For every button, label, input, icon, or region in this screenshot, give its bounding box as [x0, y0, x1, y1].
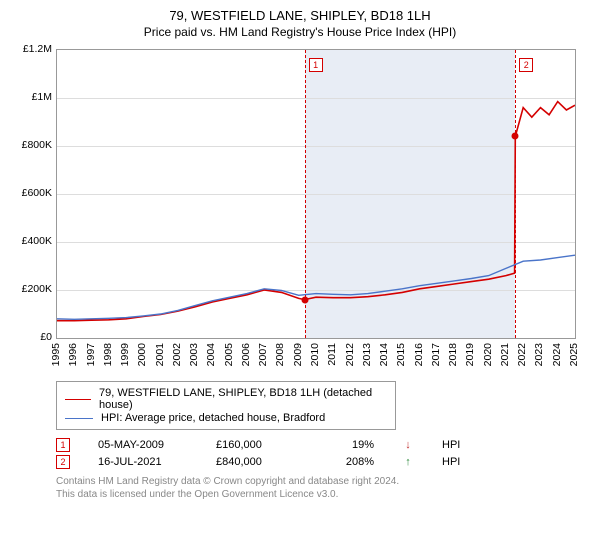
- x-tick-label: 2012: [344, 343, 356, 366]
- x-tick-label: 2020: [482, 343, 494, 366]
- sale-price: £160,000: [216, 439, 296, 451]
- x-tick-label: 2011: [326, 343, 338, 366]
- sale-row: 2 16-JUL-2021 £840,000 208% ↑ HPI: [56, 455, 586, 469]
- x-tick-label: 1999: [119, 343, 131, 366]
- y-tick-label: £1.2M: [12, 43, 52, 55]
- x-tick-label: 2000: [136, 343, 148, 366]
- y-tick-label: £600K: [12, 187, 52, 199]
- x-tick-label: 2009: [292, 343, 304, 366]
- chart: 12 £0£200K£400K£600K£800K£1M£1.2M1995199…: [14, 45, 586, 375]
- x-tick-label: 2015: [395, 343, 407, 366]
- legend-swatch: [65, 399, 91, 400]
- x-tick-label: 2025: [568, 343, 580, 366]
- legend-label: HPI: Average price, detached house, Brad…: [101, 412, 325, 424]
- title-address: 79, WESTFIELD LANE, SHIPLEY, BD18 1LH: [14, 8, 586, 23]
- sale-row-badge: 2: [56, 455, 70, 469]
- footer-line-1: Contains HM Land Registry data © Crown c…: [56, 475, 586, 488]
- x-tick-label: 1995: [50, 343, 62, 366]
- x-tick-label: 1997: [85, 343, 97, 366]
- sale-marker-badge: 2: [519, 58, 533, 72]
- sale-price: £840,000: [216, 456, 296, 468]
- chart-title-block: 79, WESTFIELD LANE, SHIPLEY, BD18 1LH Pr…: [14, 8, 586, 39]
- x-tick-label: 2002: [171, 343, 183, 366]
- x-tick-label: 2014: [378, 343, 390, 366]
- legend: 79, WESTFIELD LANE, SHIPLEY, BD18 1LH (d…: [56, 381, 396, 430]
- legend-swatch: [65, 418, 93, 419]
- x-tick-label: 1998: [102, 343, 114, 366]
- y-tick-label: £0: [12, 331, 52, 343]
- sale-date: 16-JUL-2021: [98, 456, 188, 468]
- y-tick-label: £1M: [12, 91, 52, 103]
- x-tick-label: 2022: [516, 343, 528, 366]
- x-tick-label: 2024: [551, 343, 563, 366]
- plot-area: 12: [56, 49, 576, 339]
- legend-item: HPI: Average price, detached house, Brad…: [65, 412, 387, 424]
- sale-date: 05-MAY-2009: [98, 439, 188, 451]
- x-tick-label: 2004: [205, 343, 217, 366]
- x-tick-label: 2013: [361, 343, 373, 366]
- sales-table: 1 05-MAY-2009 £160,000 19% ↓ HPI 2 16-JUL-2021 £…: [56, 438, 586, 469]
- x-tick-label: 1996: [67, 343, 79, 366]
- footer-attribution: Contains HM Land Registry data © Crown c…: [56, 475, 586, 501]
- x-tick-label: 2023: [533, 343, 545, 366]
- sale-hpi-label: HPI: [442, 456, 472, 468]
- x-tick-label: 2003: [188, 343, 200, 366]
- sale-row: 1 05-MAY-2009 £160,000 19% ↓ HPI: [56, 438, 586, 452]
- sale-hpi-label: HPI: [442, 439, 472, 451]
- sale-marker-line: [515, 50, 516, 338]
- sale-point: [512, 133, 519, 140]
- x-tick-label: 2021: [499, 343, 511, 366]
- x-tick-label: 2019: [464, 343, 476, 366]
- sale-row-badge: 1: [56, 438, 70, 452]
- x-tick-label: 2005: [223, 343, 235, 366]
- sale-pct: 19%: [324, 439, 374, 451]
- x-tick-label: 2016: [413, 343, 425, 366]
- series-hpi: [57, 255, 575, 319]
- arrow-icon: ↓: [402, 439, 414, 451]
- title-subtitle: Price paid vs. HM Land Registry's House …: [14, 25, 586, 39]
- x-tick-label: 2017: [430, 343, 442, 366]
- y-tick-label: £200K: [12, 283, 52, 295]
- sale-point: [301, 296, 308, 303]
- x-tick-label: 2001: [154, 343, 166, 366]
- x-tick-label: 2010: [309, 343, 321, 366]
- x-tick-label: 2008: [274, 343, 286, 366]
- legend-item: 79, WESTFIELD LANE, SHIPLEY, BD18 1LH (d…: [65, 387, 387, 411]
- y-tick-label: £800K: [12, 139, 52, 151]
- line-layer: [57, 50, 575, 338]
- sale-marker-badge: 1: [309, 58, 323, 72]
- x-tick-label: 2006: [240, 343, 252, 366]
- series-property: [57, 102, 575, 321]
- sale-pct: 208%: [324, 456, 374, 468]
- x-tick-label: 2018: [447, 343, 459, 366]
- arrow-icon: ↑: [402, 456, 414, 468]
- x-tick-label: 2007: [257, 343, 269, 366]
- legend-label: 79, WESTFIELD LANE, SHIPLEY, BD18 1LH (d…: [99, 387, 387, 411]
- y-tick-label: £400K: [12, 235, 52, 247]
- footer-line-2: This data is licensed under the Open Gov…: [56, 488, 586, 501]
- sale-marker-line: [305, 50, 306, 338]
